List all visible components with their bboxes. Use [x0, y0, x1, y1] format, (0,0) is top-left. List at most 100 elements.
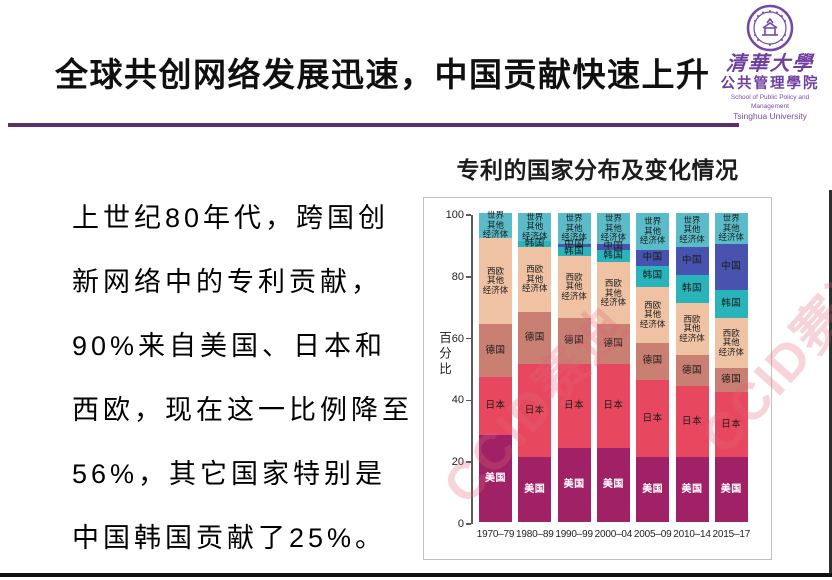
university-seal-icon [746, 4, 794, 52]
bar-segment-label: 世界 其他 经济体 [600, 213, 627, 243]
bar-segment-label: 日本 [524, 404, 545, 416]
bar-column: 美国 日本 德国 西欧 其他 经济体 韩国 中国 世界 其他 经济体 [596, 213, 630, 522]
y-axis-tick-label: 0 [457, 518, 464, 530]
bar-segment: 西欧 其他 经济体 [675, 302, 709, 356]
bar-segment: 西欧 其他 经济体 [714, 318, 748, 368]
bar-segment-label: 韩国 [642, 270, 663, 282]
body-paragraph: 上世纪80年代，跨国创 新网络中的专利贡献， 90%来自美国、日本和 西欧，现在… [72, 186, 450, 570]
bar-segment-label: 西欧 其他 经济体 [639, 299, 666, 329]
bar-segment: 韩国 [518, 237, 552, 249]
bar-segment-label: 日本 [642, 412, 663, 424]
bar-column: 美国 日本 德国 西欧 其他 经济体 韩国 中国 世界 其他 经济体 [675, 213, 709, 522]
bar-segment: 世界 其他 经济体 [714, 213, 748, 244]
bar-segment: 韩国 [636, 265, 670, 288]
bar-segment: 世界 其他 经济体 [596, 213, 630, 244]
y-axis-tick [466, 461, 471, 463]
bar-segment-label: 世界 其他 经济体 [639, 216, 666, 246]
tsinghua-logo: 清華大學 公共管理學院 School of Public Policy and … [712, 4, 828, 122]
bar-segment-label: 西欧 其他 经济体 [561, 271, 587, 301]
bar-segment: 中国 [557, 240, 591, 250]
bar-segment-label: 美国 [563, 478, 585, 490]
x-axis-category-label: 2010–14 [673, 529, 711, 540]
bar-segment: 德国 [636, 342, 670, 380]
y-axis-tick-label: 40 [451, 394, 464, 407]
bar-segment-label: 日本 [564, 400, 585, 412]
bar-segment-label: 西欧 其他 经济体 [482, 265, 509, 295]
paragraph-line: 中国韩国贡献了25%。 [72, 523, 387, 553]
bar-segment-label: 韩国 [564, 245, 585, 257]
bar-segment: 韩国 [596, 250, 630, 263]
bar-segment-label: 美国 [720, 483, 742, 495]
bar-segment: 世界 其他 经济体 [518, 211, 552, 241]
y-axis-tick-label: 60 [451, 332, 464, 345]
logo-school-name-en: School of Public Policy and Management [730, 94, 810, 110]
x-axis-category-label: 1990–99 [555, 529, 593, 540]
bar-segment-label: 韩国 [721, 298, 742, 310]
bar-segment: 日本 [518, 364, 552, 458]
bar-segment-label: 世界 其他 经济体 [679, 214, 705, 244]
bar-segment-label: 美国 [602, 478, 624, 490]
x-axis-category-label: 1970–79 [476, 529, 515, 540]
y-axis-tick-label: 20 [451, 456, 464, 469]
bar-segment: 德国 [675, 355, 709, 387]
bar-segment: 美国 [596, 447, 630, 522]
bar-segment: 日本 [596, 364, 630, 448]
bar-segment: 美国 [557, 447, 591, 522]
slide-right-frame [829, 190, 832, 577]
bar-segment-label: 德国 [485, 344, 506, 356]
x-axis-category-label: 2015–17 [712, 529, 751, 540]
slide-title: 全球共创网络发展迅速，中国贡献快速上升 [55, 56, 711, 93]
bar-segment: 日本 [675, 386, 709, 458]
bar-segment: 德国 [596, 324, 630, 365]
bar-segment: 中国 [596, 242, 630, 252]
bar-column: 美国 日本 德国 西欧 其他 经济体 世界 其他 经济体 [479, 210, 512, 522]
bar-segment-label: 德国 [642, 355, 663, 367]
y-axis-tick [466, 276, 471, 278]
logo-university-name-en: Tsinghua University [733, 111, 807, 121]
bar-segment-label: 中国 [721, 261, 742, 273]
x-axis-category-label: 1980–89 [516, 529, 554, 540]
bar-segment: 德国 [518, 311, 552, 365]
bar-column: 美国 日本 德国 西欧 其他 经济体 韩国 中国 世界 其他 经济体 [714, 213, 748, 522]
stacked-bar-chart: 百分比 美国 日本 德国 西欧 其他 经济体 世界 其他 经济体 美国 日本 德国 西欧 其他 经济体 韩国世… [423, 197, 772, 560]
bar-segment: 韩国 [675, 274, 709, 303]
logo-school-name-cn: 公共管理學院 [720, 76, 820, 92]
bar-segment-label: 世界 其他 经济体 [522, 211, 548, 241]
bar-segment-label: 德国 [524, 332, 545, 344]
bar-segment-label: 日本 [485, 400, 506, 412]
x-axis-category-label: 2000–04 [594, 529, 633, 540]
bar-segment-label: 西欧 其他 经济体 [718, 327, 745, 357]
bar-segment-label: 世界 其他 经济体 [482, 210, 509, 240]
bar-segment-label: 日本 [603, 400, 624, 412]
y-axis-tick [466, 523, 471, 525]
title-divider-line [8, 123, 739, 127]
bar-segment: 德国 [557, 318, 591, 365]
bar-segment: 韩国 [714, 290, 748, 319]
bar-segment: 西欧 其他 经济体 [518, 247, 552, 312]
bar-segment: 西欧 其他 经济体 [479, 237, 512, 325]
bar-column: 美国 日本 德国 西欧 其他 经济体 韩国 世界 其他 经济体 [518, 211, 552, 522]
bar-segment: 日本 [636, 379, 670, 458]
bar-segment-label: 世界 其他 经济体 [718, 213, 745, 243]
y-axis-tick-label: 100 [445, 209, 464, 221]
paragraph-line: 西欧，现在这一比例降至 [72, 395, 413, 425]
bar-segment-label: 德国 [721, 373, 742, 385]
bar-segment-label: 美国 [642, 483, 664, 495]
bar-segment: 美国 [479, 435, 512, 522]
bar-segment-label: 德国 [681, 364, 702, 376]
chart-title: 专利的国家分布及变化情况 [456, 157, 739, 183]
bar-segment-label: 美国 [524, 483, 546, 495]
bar-segment: 日本 [714, 392, 748, 458]
slide-bottom-frame [0, 573, 832, 577]
bar-segment-label: 韩国 [524, 237, 545, 249]
paragraph-line: 56%，其它国家特别是 [72, 459, 387, 489]
bar-segment-label: 韩国 [681, 282, 702, 294]
bar-segment: 世界 其他 经济体 [479, 210, 512, 240]
bar-segment: 西欧 其他 经济体 [557, 256, 591, 319]
y-axis-tick [466, 399, 471, 402]
bar-segment: 美国 [675, 457, 709, 522]
bar-segment: 德国 [714, 367, 748, 393]
y-axis-line [471, 215, 473, 524]
bar-segment-label: 德国 [603, 338, 624, 350]
bar-segment: 西欧 其他 经济体 [596, 262, 630, 325]
